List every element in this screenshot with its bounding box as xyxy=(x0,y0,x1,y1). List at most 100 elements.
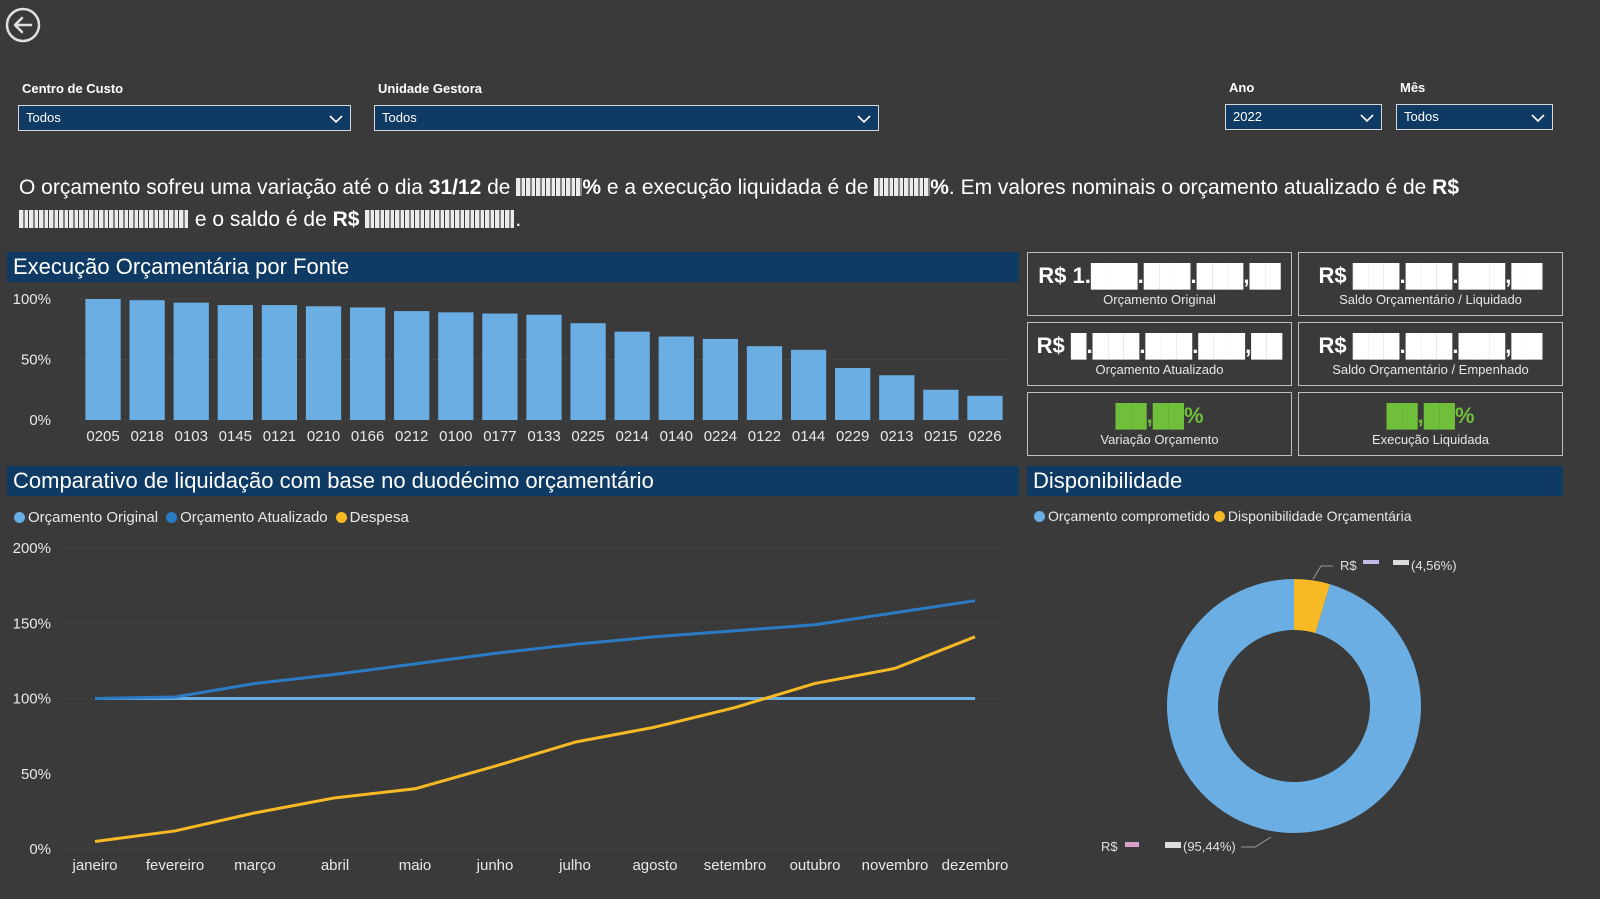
summary-part: e o saldo é de xyxy=(189,208,333,231)
slice-label-prefix: R$ xyxy=(1340,558,1357,573)
redacted-balance xyxy=(365,210,516,228)
x-tick-label: 0144 xyxy=(792,428,825,445)
summary-part: . xyxy=(515,208,522,231)
bar-0166[interactable] xyxy=(349,307,386,420)
redacted-value xyxy=(1393,560,1409,565)
series-line-1[interactable] xyxy=(94,599,976,700)
summary-currency: R$ xyxy=(332,208,360,231)
chevron-down-icon xyxy=(1531,114,1545,123)
kpi-saldo-liquidado: R$ ███.███.███,██ Saldo Orçamentário / L… xyxy=(1298,252,1563,316)
legend-dot xyxy=(14,512,25,523)
redacted-updated-budget xyxy=(19,210,189,228)
x-tick-label: 0226 xyxy=(968,428,1001,445)
bar-0177[interactable] xyxy=(482,313,518,420)
slice-label-percent: (95,44%) xyxy=(1183,839,1236,854)
comparativo-line-chart: 200% 150% 100% 50% 0% janeiro fevereiro março ab… xyxy=(13,540,1009,874)
ano-value: 2022 xyxy=(1233,109,1262,124)
redacted-variation xyxy=(516,178,583,196)
mes-label: Mês xyxy=(1400,80,1426,95)
x-tick-label: março xyxy=(234,857,276,874)
legend-label: Despesa xyxy=(349,509,409,526)
bar-0225[interactable] xyxy=(570,323,606,420)
x-tick-label: 0214 xyxy=(616,428,649,445)
y-tick-label: 0% xyxy=(29,841,51,858)
ano-dropdown[interactable]: 2022 xyxy=(1225,104,1382,130)
leader-line xyxy=(1241,836,1272,848)
legend-item[interactable]: Orçamento comprometido xyxy=(1034,508,1210,524)
donut-chart-legend: Orçamento comprometido Disponibilidade Or… xyxy=(1034,508,1416,527)
legend-dot xyxy=(1034,510,1045,522)
summary-part: e a execução liquidada é de xyxy=(601,176,875,199)
bar-0214[interactable] xyxy=(614,331,650,420)
centro-custo-value: Todos xyxy=(26,110,61,125)
x-tick-label: 0166 xyxy=(351,428,384,445)
legend-label: Orçamento Original xyxy=(28,509,159,526)
bar-0100[interactable] xyxy=(438,312,474,420)
x-tick-label: fevereiro xyxy=(146,857,204,874)
bar-0145[interactable] xyxy=(217,305,253,420)
legend-item[interactable]: Orçamento Atualizado xyxy=(166,509,328,526)
bar-0224[interactable] xyxy=(702,338,739,420)
section-title-execucao: Execução Orçamentária por Fonte xyxy=(7,252,1019,282)
line-chart-legend: Orçamento Original Orçamento Atualizado De… xyxy=(14,509,417,528)
section-title-comparativo: Comparativo de liquidação com base no du… xyxy=(7,466,1019,496)
y-tick-label: 100% xyxy=(13,291,51,308)
kpi-value: R$ █.███.███.███,██ xyxy=(1036,333,1283,358)
bar-0144[interactable] xyxy=(790,349,827,420)
bar-0133[interactable] xyxy=(526,314,562,420)
unidade-gestora-dropdown[interactable]: Todos xyxy=(374,105,879,131)
bar-0103[interactable] xyxy=(173,302,209,420)
bar-0210[interactable] xyxy=(305,306,342,420)
bar-0213[interactable] xyxy=(879,375,915,420)
mes-dropdown[interactable]: Todos xyxy=(1396,104,1553,130)
legend-item[interactable]: Orçamento Original xyxy=(14,509,158,526)
summary-part: O orçamento sofreu uma variação até o di… xyxy=(19,176,429,199)
kpi-label: Saldo Orçamentário / Empenhado xyxy=(1332,362,1529,377)
kpi-value: R$ ███.███.███,██ xyxy=(1318,263,1543,288)
bar-0122[interactable] xyxy=(746,346,783,420)
legend-label: Disponibilidade Orçamentária xyxy=(1227,508,1412,524)
kpi-value: R$ 1.███.███.███,██ xyxy=(1038,263,1281,288)
x-tick-label: 0212 xyxy=(395,428,428,445)
kpi-label: Variação Orçamento xyxy=(1100,432,1219,447)
legend-item[interactable]: Despesa xyxy=(335,509,409,526)
x-tick-label: 0224 xyxy=(704,428,737,445)
y-tick-label: 200% xyxy=(13,540,51,557)
bar-0212[interactable] xyxy=(394,311,430,420)
y-tick-label: 50% xyxy=(21,352,51,369)
bar-0121[interactable] xyxy=(261,305,298,420)
redacted-execution xyxy=(874,178,931,196)
back-arrow-icon[interactable] xyxy=(4,6,42,44)
donut-slice-comprometido[interactable] xyxy=(1167,579,1421,833)
bar-0215[interactable] xyxy=(923,389,959,420)
centro-custo-dropdown[interactable]: Todos xyxy=(18,105,351,131)
bar-0226[interactable] xyxy=(967,395,1003,420)
legend-item[interactable]: Disponibilidade Orçamentária xyxy=(1213,508,1412,524)
x-tick-label: 0210 xyxy=(307,428,340,445)
x-tick-label: 0103 xyxy=(175,428,208,445)
bar-0205[interactable] xyxy=(85,299,121,420)
kpi-value: R$ ███.███.███,██ xyxy=(1318,333,1543,358)
x-tick-label: agosto xyxy=(632,857,677,874)
slice-label-percent: (4,56%) xyxy=(1411,558,1457,573)
kpi-value: ██,██% xyxy=(1386,403,1475,428)
kpi-label: Execução Liquidada xyxy=(1371,432,1490,447)
kpi-orcamento-original: R$ 1.███.███.███,██ Orçamento Original xyxy=(1027,252,1292,316)
legend-dot xyxy=(335,512,347,523)
kpi-orcamento-atualizado: R$ █.███.███.███,██ Orçamento Atualizado xyxy=(1027,322,1292,386)
series-line-2[interactable] xyxy=(94,635,976,843)
bar-0229[interactable] xyxy=(835,367,871,420)
y-tick-label: 50% xyxy=(21,766,51,783)
bar-0140[interactable] xyxy=(658,336,694,420)
summary-part: . Em valores nominais o orçamento atuali… xyxy=(948,176,1433,199)
summary-text: O orçamento sofreu uma variação até o di… xyxy=(19,176,1460,231)
x-tick-label: novembro xyxy=(862,857,929,874)
x-tick-label: 0121 xyxy=(263,428,296,445)
donut-slice-disponibilidade[interactable] xyxy=(1294,579,1330,634)
x-tick-label: 0215 xyxy=(924,428,957,445)
bar-0218[interactable] xyxy=(129,300,165,420)
x-tick-label: 0213 xyxy=(880,428,913,445)
legend-dot xyxy=(166,512,178,523)
x-tick-label: 0133 xyxy=(527,428,560,445)
section-title-disponibilidade: Disponibilidade xyxy=(1027,466,1563,496)
